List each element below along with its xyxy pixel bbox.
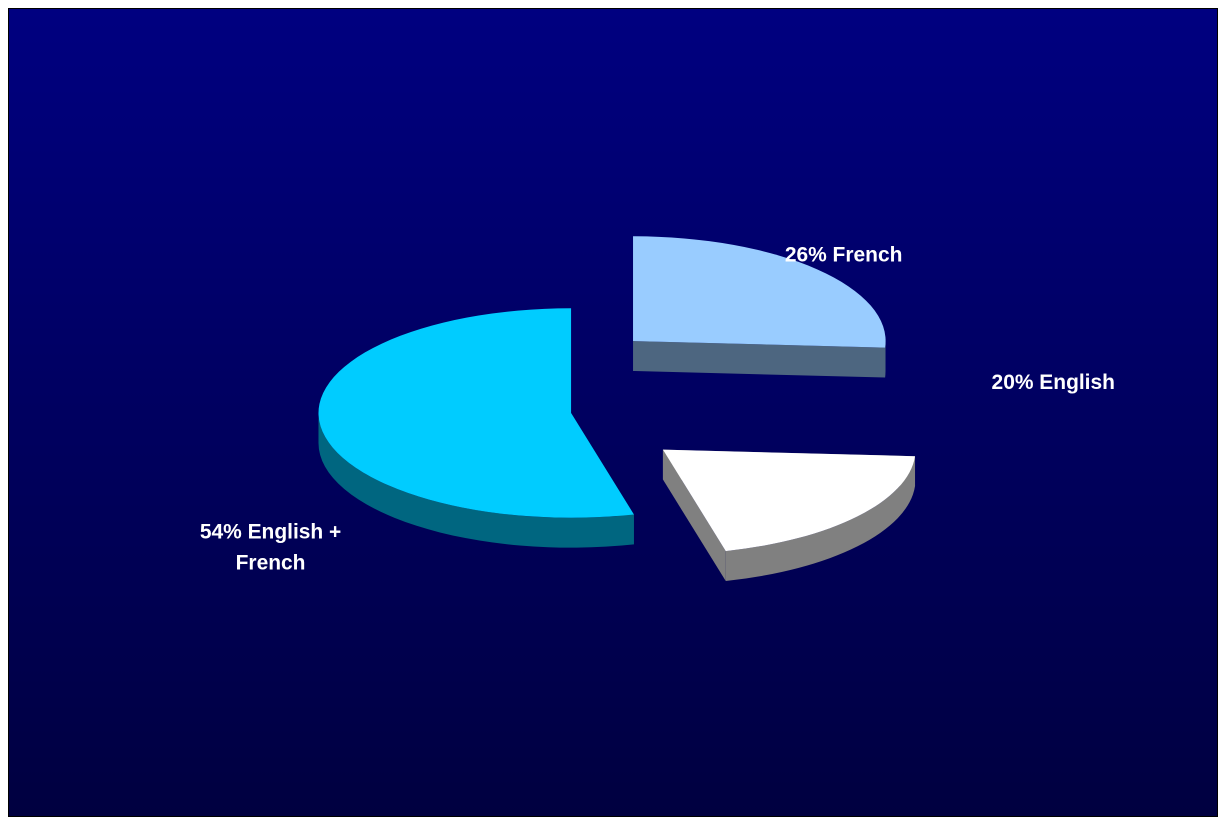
slice-label: 20% English [992,371,1115,394]
pie-slice-english-french [318,308,634,548]
slice-rim [318,412,634,548]
slice-label: 54% English + French [200,521,341,575]
pie-slice-english [662,449,916,581]
pie-chart: 26% French 20% English 54% English + French [9,9,1217,816]
chart-background [9,9,1217,816]
slice-cut-face [633,341,886,378]
chart-frame: 26% French 20% English 54% English + French [8,8,1218,817]
slice-label-line: 54% English + [200,521,341,544]
slice-label-line: 26% French [785,243,903,266]
slice-label-line: French [236,552,306,575]
slice-top [662,449,916,552]
pie-slices [318,236,916,581]
slice-top [318,308,634,518]
slice-labels: 26% French 20% English 54% English + French [200,243,1115,574]
slice-rim [725,456,916,581]
slice-label-line: 20% English [992,371,1115,394]
pie-slice-french [633,236,886,378]
slice-label: 26% French [785,243,903,266]
slice-top [633,236,886,348]
slice-cut-face [662,449,726,581]
